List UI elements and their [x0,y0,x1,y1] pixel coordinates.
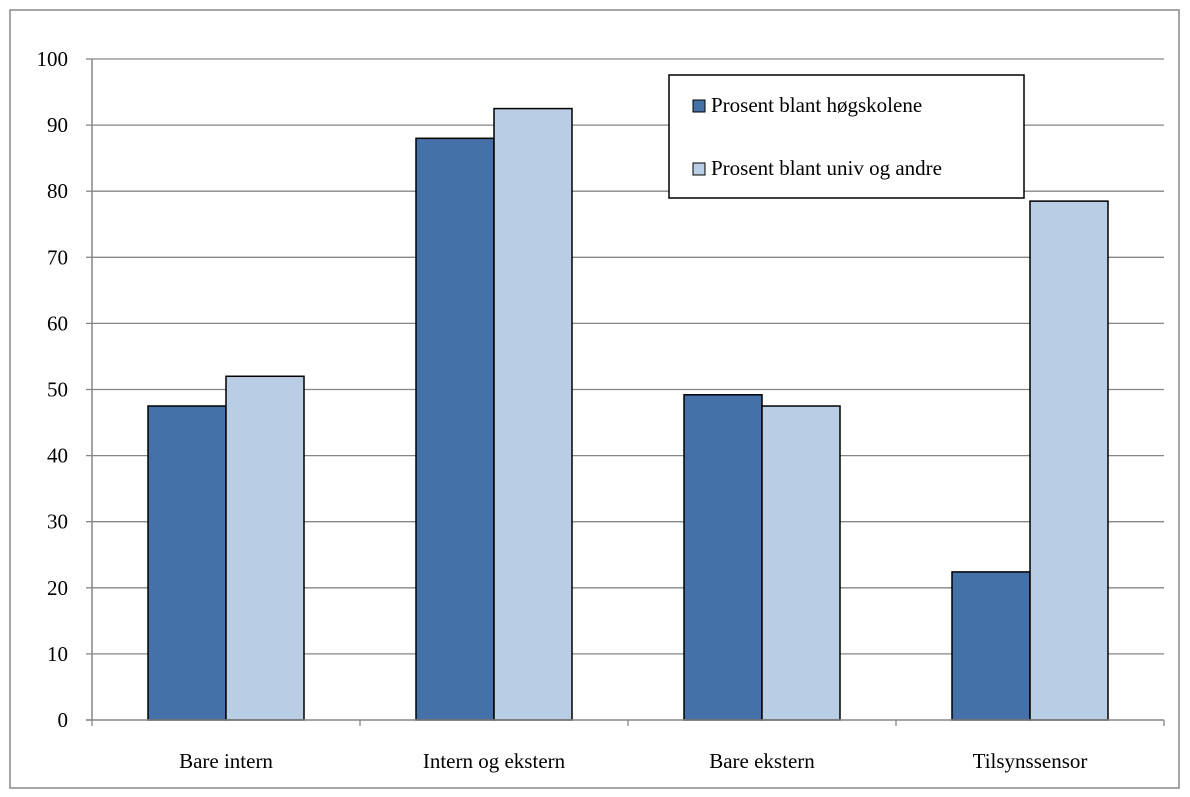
bars [147,107,1109,721]
x-axis-labels: Bare intern Intern og ekstern Bare ekstern… [179,749,1087,773]
legend-box [668,74,1025,199]
bar-series-1 [147,405,227,721]
y-tick-label: 80 [47,179,68,203]
y-tick-label: 100 [37,47,69,71]
bar-series-1 [683,394,763,721]
y-axis-ticks: 0 10 20 30 40 50 60 70 80 90 100 [37,47,92,732]
y-tick-label: 90 [47,113,68,137]
y-tick-label: 70 [47,245,68,269]
y-tick-label: 20 [47,576,68,600]
bar-series-2 [761,405,841,721]
bar-series-2 [1029,200,1109,721]
legend: Prosent blant høgskolene Prosent blant u… [668,74,1025,199]
legend-label-series-2: Prosent blant univ og andre [711,156,942,180]
axes [86,59,1165,726]
y-tick-label: 0 [58,708,69,732]
bar-series-2 [493,107,573,721]
legend-swatch-series-2 [692,162,706,176]
legend-swatch-series-1 [692,99,706,113]
x-tick-label: Tilsynssensor [973,749,1088,773]
x-tick-label: Bare ekstern [709,749,815,773]
x-tick-label: Intern og ekstern [423,749,566,773]
y-tick-label: 50 [47,378,68,402]
bar-series-1 [415,137,495,721]
bar-series-2 [225,375,305,721]
legend-label-series-1: Prosent blant høgskolene [711,93,922,117]
y-tick-label: 40 [47,444,68,468]
x-tick-label: Bare intern [179,749,273,773]
y-tick-label: 30 [47,510,68,534]
y-tick-label: 60 [47,311,68,335]
y-tick-label: 10 [47,642,68,666]
bar-series-1 [951,571,1031,721]
